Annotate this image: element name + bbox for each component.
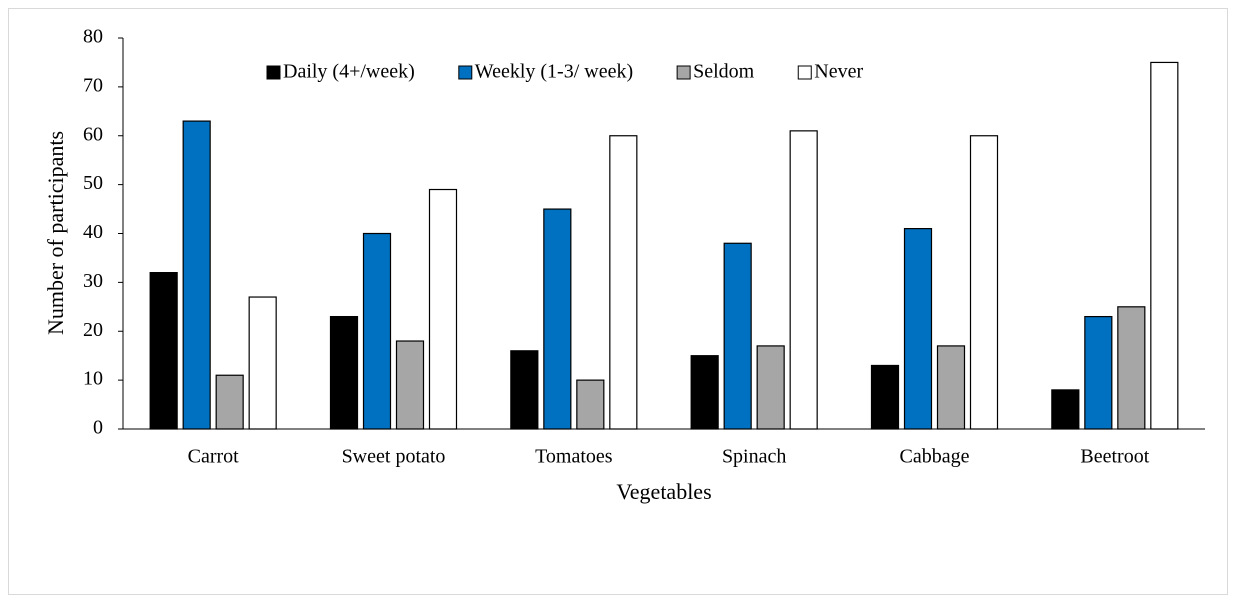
legend-swatch (797, 65, 812, 80)
bar (576, 379, 605, 430)
bar (903, 228, 933, 430)
bar (756, 345, 785, 430)
y-tick-label: 20 (83, 319, 103, 341)
y-tick-label: 0 (93, 417, 103, 439)
bar (1117, 306, 1146, 430)
bar (248, 296, 277, 430)
bar (969, 135, 999, 430)
y-tick-label: 60 (83, 123, 103, 145)
legend-swatch (458, 65, 473, 80)
legend-swatch (676, 65, 691, 80)
bar (510, 350, 539, 430)
bar (543, 208, 572, 430)
legend-label: Seldom (693, 61, 755, 83)
y-tick-label: 70 (83, 74, 103, 96)
legend-label: Weekly (1-3/ week) (475, 61, 633, 83)
bar (789, 130, 818, 430)
bar (215, 374, 244, 430)
bar (1084, 315, 1113, 430)
y-tick-label: 30 (83, 270, 103, 292)
bar (182, 120, 211, 430)
bar (723, 242, 752, 430)
bar (428, 188, 458, 430)
y-tick-label: 40 (83, 221, 103, 243)
x-tick-label: Tomatoes (535, 446, 613, 468)
bar (1150, 61, 1179, 430)
y-tick-label: 10 (83, 368, 103, 390)
bar (870, 364, 900, 430)
legend-label: Daily (4+/week) (283, 61, 415, 83)
y-tick-label: 50 (83, 172, 103, 194)
x-tick-label: Cabbage (900, 446, 970, 468)
y-axis-label: Number of participants (43, 131, 68, 335)
x-tick-label: Spinach (722, 446, 786, 468)
bar (609, 135, 638, 430)
bar (362, 232, 392, 430)
bar (936, 345, 966, 430)
x-tick-label: Sweet potato (342, 446, 446, 468)
bar (395, 340, 425, 430)
x-tick-label: Beetroot (1080, 446, 1149, 468)
x-axis-label: Vegetables (616, 479, 711, 504)
legend-label: Never (814, 61, 863, 83)
x-tick-label: Carrot (188, 446, 240, 468)
bar (329, 315, 359, 430)
bar (1051, 389, 1080, 430)
bar (149, 272, 178, 430)
y-tick-label: 80 (83, 26, 103, 48)
bar (690, 355, 719, 430)
legend-swatch (266, 65, 281, 80)
